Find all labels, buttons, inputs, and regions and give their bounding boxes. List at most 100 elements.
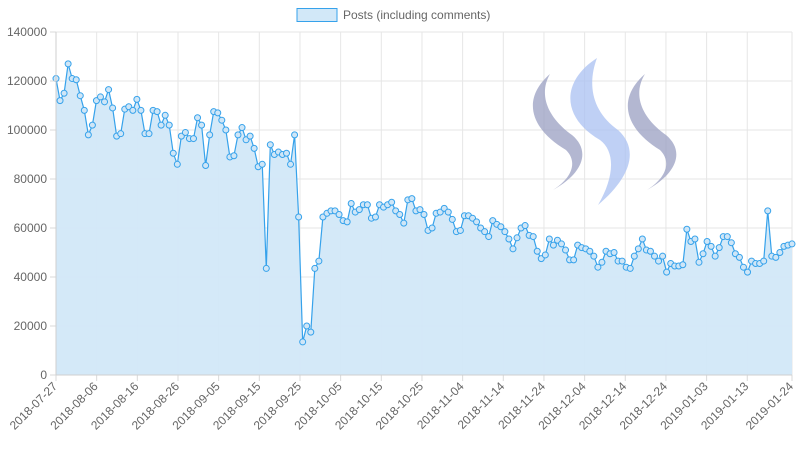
data-point[interactable] bbox=[428, 224, 436, 232]
data-point[interactable] bbox=[266, 141, 274, 149]
data-point[interactable] bbox=[76, 92, 84, 100]
data-point[interactable] bbox=[234, 131, 242, 139]
data-point[interactable] bbox=[137, 106, 145, 114]
data-point[interactable] bbox=[610, 249, 618, 256]
data-point[interactable] bbox=[287, 160, 295, 168]
data-point[interactable] bbox=[64, 60, 72, 68]
data-point[interactable] bbox=[295, 213, 303, 221]
data-point[interactable] bbox=[513, 234, 521, 242]
data-point[interactable] bbox=[420, 211, 428, 219]
data-point[interactable] bbox=[533, 247, 541, 255]
data-point[interactable] bbox=[416, 206, 424, 214]
data-point[interactable] bbox=[133, 95, 141, 103]
data-point[interactable] bbox=[646, 247, 654, 255]
data-point[interactable] bbox=[396, 211, 404, 219]
data-point[interactable] bbox=[238, 124, 246, 132]
data-point[interactable] bbox=[80, 106, 88, 114]
data-point[interactable] bbox=[562, 246, 570, 254]
data-point[interactable] bbox=[101, 98, 109, 106]
data-point[interactable] bbox=[145, 130, 153, 138]
data-point[interactable] bbox=[497, 223, 505, 231]
data-point[interactable] bbox=[739, 263, 747, 271]
data-point[interactable] bbox=[651, 252, 659, 260]
chart-legend[interactable]: Posts (including comments) bbox=[296, 8, 490, 22]
data-point[interactable] bbox=[109, 104, 117, 112]
data-point[interactable] bbox=[634, 245, 642, 253]
data-point[interactable] bbox=[347, 200, 355, 207]
data-point[interactable] bbox=[699, 250, 707, 258]
data-point[interactable] bbox=[299, 338, 307, 346]
data-point[interactable] bbox=[586, 247, 594, 255]
data-point[interactable] bbox=[218, 116, 226, 124]
data-point[interactable] bbox=[541, 251, 549, 259]
data-point[interactable] bbox=[707, 242, 715, 250]
data-point[interactable] bbox=[695, 258, 703, 266]
data-point[interactable] bbox=[198, 121, 206, 129]
data-point[interactable] bbox=[202, 162, 210, 170]
data-point[interactable] bbox=[679, 261, 687, 269]
data-point[interactable] bbox=[214, 109, 222, 117]
data-point[interactable] bbox=[56, 97, 64, 105]
data-point[interactable] bbox=[311, 264, 319, 272]
data-point[interactable] bbox=[501, 228, 509, 236]
data-point[interactable] bbox=[630, 252, 638, 260]
data-point[interactable] bbox=[291, 131, 299, 139]
data-point[interactable] bbox=[485, 233, 493, 241]
data-point[interactable] bbox=[638, 235, 646, 243]
data-point[interactable] bbox=[505, 235, 513, 243]
data-point[interactable] bbox=[776, 249, 784, 256]
data-point[interactable] bbox=[60, 89, 68, 97]
data-point[interactable] bbox=[72, 76, 80, 84]
data-point[interactable] bbox=[129, 106, 137, 114]
data-point[interactable] bbox=[343, 218, 351, 226]
data-point[interactable] bbox=[570, 256, 578, 264]
data-point[interactable] bbox=[157, 121, 165, 129]
data-point[interactable] bbox=[711, 252, 719, 260]
data-point[interactable] bbox=[283, 149, 291, 157]
data-point[interactable] bbox=[262, 264, 270, 272]
data-point[interactable] bbox=[388, 198, 396, 206]
data-point[interactable] bbox=[173, 160, 181, 168]
data-point[interactable] bbox=[509, 245, 517, 253]
data-point[interactable] bbox=[549, 241, 557, 249]
data-point[interactable] bbox=[355, 206, 363, 214]
data-point[interactable] bbox=[258, 160, 266, 168]
data-point[interactable] bbox=[230, 152, 238, 160]
data-point[interactable] bbox=[529, 233, 537, 241]
data-point[interactable] bbox=[772, 253, 780, 261]
data-point[interactable] bbox=[117, 130, 125, 138]
data-point[interactable] bbox=[691, 235, 699, 243]
data-point[interactable] bbox=[521, 222, 529, 230]
data-point[interactable] bbox=[246, 132, 254, 140]
data-point[interactable] bbox=[760, 257, 768, 265]
data-point[interactable] bbox=[303, 322, 311, 330]
data-point[interactable] bbox=[715, 244, 723, 252]
data-point[interactable] bbox=[161, 111, 169, 119]
data-point[interactable] bbox=[363, 201, 371, 209]
data-point[interactable] bbox=[456, 226, 464, 234]
data-point[interactable] bbox=[626, 264, 634, 272]
data-point[interactable] bbox=[189, 135, 197, 143]
data-point[interactable] bbox=[105, 86, 113, 94]
data-point[interactable] bbox=[683, 225, 691, 233]
data-point[interactable] bbox=[744, 268, 752, 276]
data-point[interactable] bbox=[481, 228, 489, 236]
data-point[interactable] bbox=[473, 218, 481, 226]
data-point[interactable] bbox=[315, 257, 323, 265]
data-point[interactable] bbox=[84, 131, 92, 139]
data-point[interactable] bbox=[444, 208, 452, 216]
data-point[interactable] bbox=[88, 121, 96, 129]
data-point[interactable] bbox=[194, 114, 202, 122]
data-point[interactable] bbox=[703, 237, 711, 245]
data-point[interactable] bbox=[545, 235, 553, 243]
data-point[interactable] bbox=[448, 215, 456, 223]
data-point[interactable] bbox=[408, 195, 416, 203]
data-point[interactable] bbox=[181, 128, 189, 136]
data-point[interactable] bbox=[96, 93, 104, 101]
data-point[interactable] bbox=[764, 207, 772, 215]
data-point[interactable] bbox=[735, 253, 743, 261]
data-point[interactable] bbox=[206, 131, 214, 139]
data-point[interactable] bbox=[727, 239, 735, 247]
data-point[interactable] bbox=[169, 149, 177, 157]
data-point[interactable] bbox=[590, 252, 598, 260]
